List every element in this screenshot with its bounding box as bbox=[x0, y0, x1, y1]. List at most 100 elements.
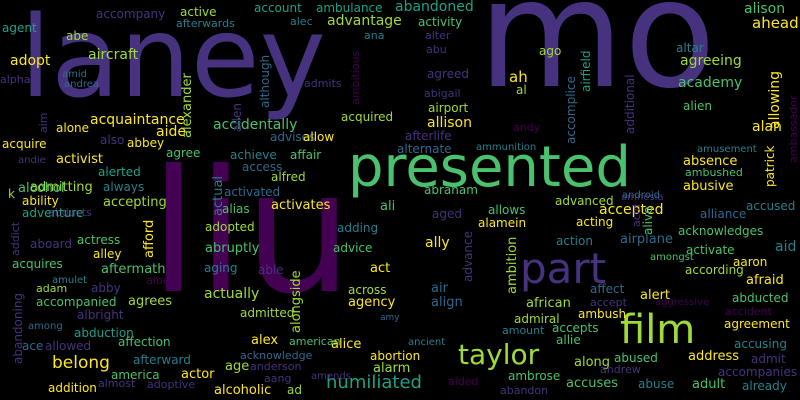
word-ali: ali bbox=[380, 199, 396, 214]
word-achieve: achieve bbox=[230, 148, 277, 162]
word-afford: afford bbox=[142, 219, 157, 258]
word-accompany: accompany bbox=[96, 7, 166, 21]
word-ancient: ancient bbox=[408, 337, 446, 348]
word-alley: alley bbox=[93, 247, 122, 261]
word-abducted: abducted bbox=[732, 291, 789, 305]
word-actor: actor bbox=[181, 367, 215, 382]
word-agree: agree bbox=[166, 146, 201, 160]
word-alone: alone bbox=[56, 121, 90, 135]
word-activates: activates bbox=[271, 198, 331, 213]
word-admits: admits bbox=[304, 77, 342, 90]
word-mo: mo bbox=[478, 0, 716, 122]
word-align: align bbox=[431, 295, 463, 310]
word-adventure: adventure bbox=[22, 206, 84, 220]
word-amusement: amusement bbox=[697, 144, 757, 155]
word-access: access bbox=[242, 160, 283, 174]
word-ace: ace bbox=[22, 339, 44, 353]
word-adoptive: adoptive bbox=[147, 378, 196, 391]
word-aid: aid bbox=[775, 239, 797, 255]
word-adopted: adopted bbox=[205, 220, 255, 234]
word-part: part bbox=[520, 244, 607, 293]
word-act: act bbox=[370, 261, 391, 276]
word-although: although bbox=[258, 54, 272, 108]
word-aging: aging bbox=[204, 261, 238, 275]
word-always: always bbox=[103, 180, 145, 194]
word-abraham: abraham bbox=[424, 183, 478, 197]
word-alternate: alternate bbox=[397, 142, 452, 156]
word-activate: activate bbox=[686, 243, 735, 257]
word-albright: albright bbox=[77, 308, 124, 322]
word-alexander: alexander bbox=[180, 73, 195, 138]
word-ahead: ahead bbox=[752, 14, 799, 32]
word-andrew: andrew bbox=[600, 363, 641, 376]
word-addition: addition bbox=[48, 381, 97, 395]
word-additional: additional bbox=[623, 74, 637, 134]
word-abe: abe bbox=[66, 29, 89, 43]
word-acquired: acquired bbox=[341, 110, 394, 124]
word-ambassador: ambassador bbox=[787, 95, 800, 163]
word-alex: alex bbox=[251, 333, 279, 348]
word-abduction: abduction bbox=[74, 326, 134, 340]
word-amount: amount bbox=[502, 324, 545, 337]
word-advance: advance bbox=[461, 230, 475, 282]
word-aftermath: aftermath bbox=[101, 262, 166, 277]
word-already: already bbox=[742, 379, 787, 393]
word-alfred: alfred bbox=[271, 170, 306, 184]
word-agent: agent bbox=[2, 21, 37, 35]
word-accusing: accusing bbox=[734, 337, 787, 351]
word-allie: allie bbox=[556, 333, 581, 347]
word-advice: advice bbox=[333, 241, 373, 255]
word-allows: allows bbox=[488, 203, 526, 217]
word-allow: allow bbox=[303, 130, 335, 144]
word-active: active bbox=[180, 5, 217, 19]
word-amnesia: amnesia bbox=[621, 192, 664, 203]
word-aide: aide bbox=[156, 124, 186, 140]
word-acquires: acquires bbox=[12, 257, 63, 271]
word-belong: belong bbox=[52, 353, 110, 373]
word-address: address bbox=[688, 349, 740, 364]
word-android: android bbox=[622, 190, 660, 201]
word-agrees: agrees bbox=[128, 294, 173, 309]
word-aggressive: aggressive bbox=[655, 297, 710, 308]
word-k: k bbox=[8, 187, 15, 201]
word-alter: alter bbox=[425, 29, 451, 42]
word-adult: adult bbox=[692, 377, 726, 392]
word-acknowledge: acknowledge bbox=[240, 349, 313, 362]
word-accompanies: accompanies bbox=[718, 365, 798, 379]
word-able: able bbox=[258, 263, 284, 277]
word-taylor: taylor bbox=[458, 338, 540, 371]
word-along: along bbox=[574, 355, 611, 370]
word-airplane: airplane bbox=[620, 232, 673, 247]
word-liu: liu bbox=[150, 134, 353, 332]
word-account: account bbox=[254, 1, 302, 15]
word-alpha: alpha bbox=[0, 73, 31, 86]
word-afterlife: afterlife bbox=[405, 129, 452, 143]
word-academy: academy bbox=[678, 75, 743, 91]
word-accept: accept bbox=[590, 296, 627, 309]
word-amid: amid bbox=[62, 69, 87, 80]
word-aged: aged bbox=[432, 207, 462, 221]
word-alarm: alarm bbox=[373, 361, 411, 376]
word-acquaintance: acquaintance bbox=[90, 112, 185, 128]
word-abandoning: abandoning bbox=[11, 292, 25, 364]
word-ammunition: ammunition bbox=[476, 142, 537, 153]
word-addict: addict bbox=[9, 221, 22, 256]
word-allen: allen bbox=[230, 102, 244, 132]
word-absence: absence bbox=[683, 154, 738, 169]
word-admitted: admitted bbox=[240, 306, 295, 320]
word-aang: aang bbox=[264, 372, 292, 385]
word-abigail: abigail bbox=[424, 87, 461, 100]
word-accident: accident bbox=[725, 305, 772, 318]
word-actually: actually bbox=[204, 286, 260, 302]
word-alias: alias bbox=[222, 202, 250, 216]
word-alec: alec bbox=[290, 15, 313, 28]
word-ambush: ambush bbox=[578, 307, 627, 321]
word-abruptly: abruptly bbox=[205, 241, 260, 256]
word-ambrose: ambrose bbox=[508, 369, 561, 383]
word-alan: alan bbox=[752, 119, 782, 135]
word-according: according bbox=[685, 263, 744, 277]
word-accepted: accepted bbox=[599, 202, 664, 218]
word-aboard: aboard bbox=[30, 237, 73, 251]
word-abby: abby bbox=[91, 281, 121, 295]
